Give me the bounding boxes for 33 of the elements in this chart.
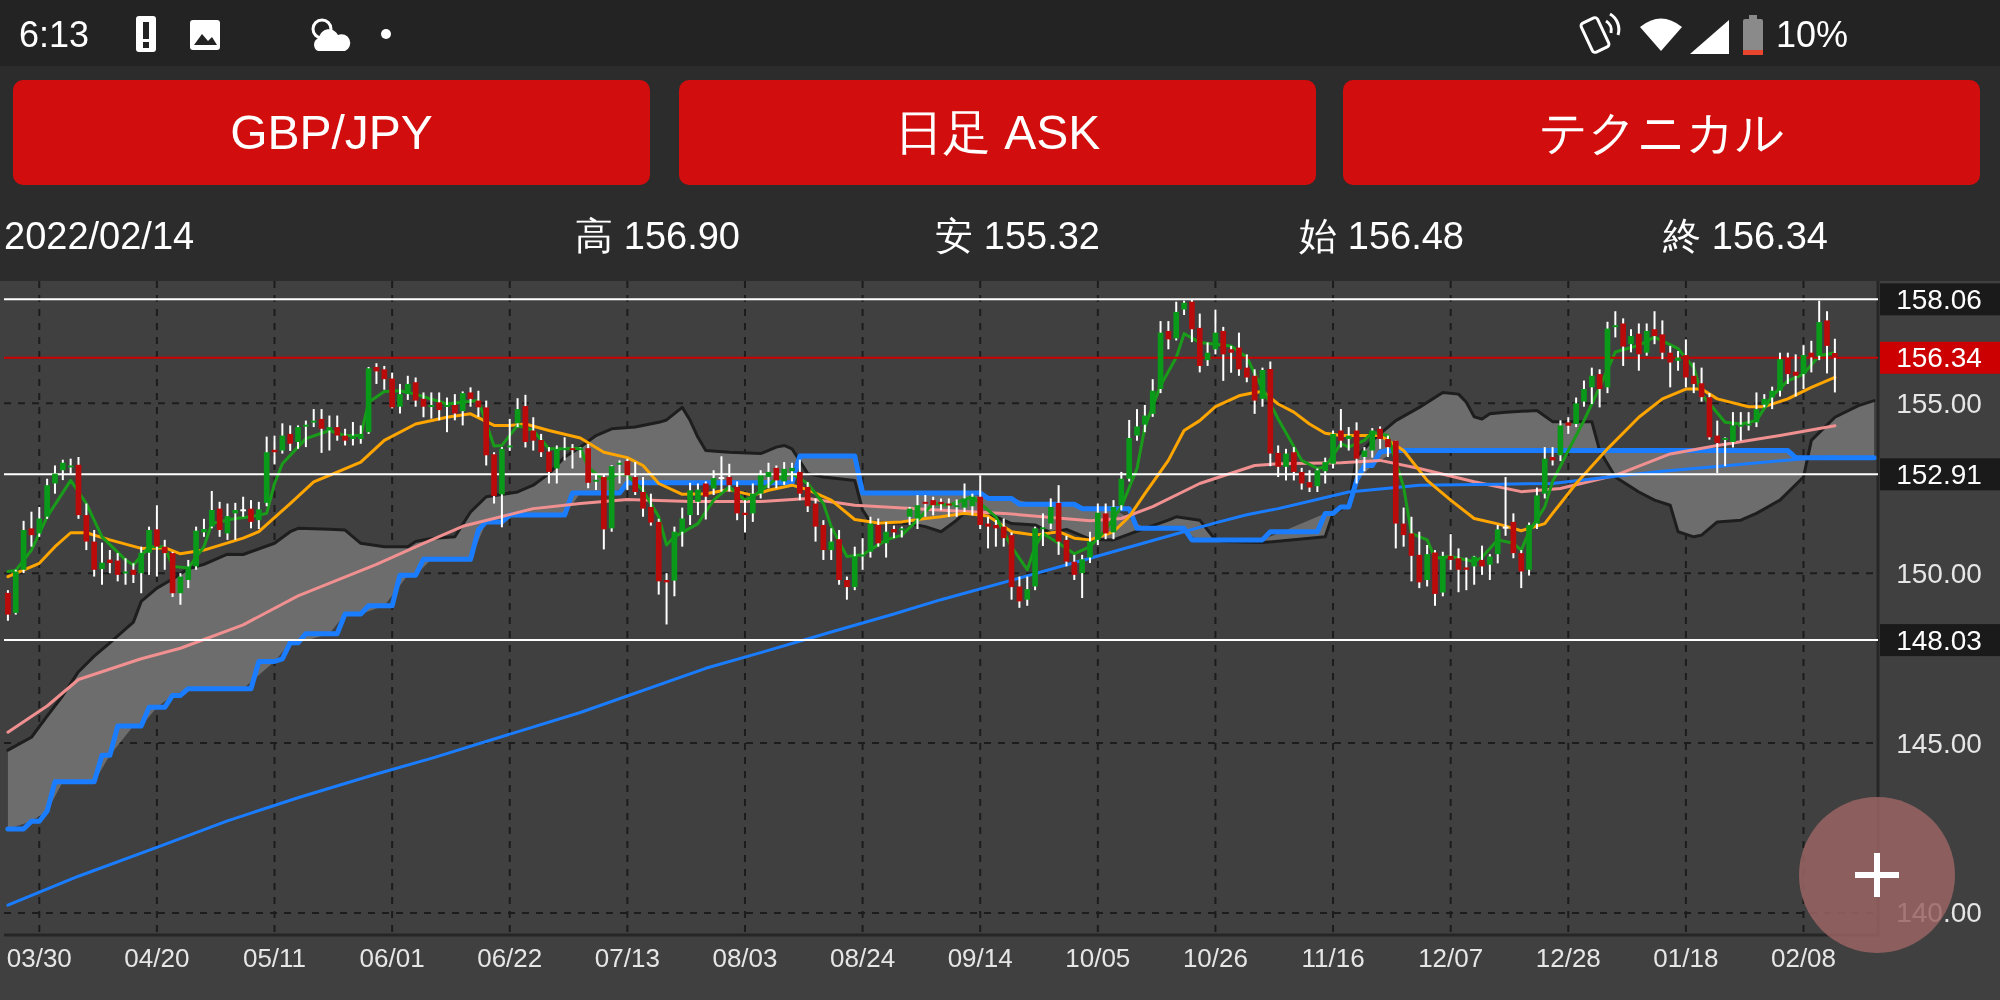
x-tick-label: 05/11	[242, 943, 307, 973]
text: 高 156.90	[575, 215, 740, 257]
x-tick-label: 08/24	[830, 943, 896, 973]
ref-line-label: 158.06	[1896, 283, 1982, 315]
x-tick-label: 01/18	[1653, 943, 1719, 973]
y-tick-label: 150.00	[1896, 557, 1982, 589]
x-tick-label: 02/08	[1770, 943, 1837, 973]
x-tick-label: 10/05	[1065, 943, 1131, 973]
text: 安 155.32	[935, 215, 1100, 257]
button: テクニカル	[1343, 80, 1980, 185]
ref-line-label: 156.34	[1896, 342, 1982, 374]
x-tick-label: 12/28	[1535, 943, 1601, 973]
x-tick-label: 06/22	[477, 943, 543, 973]
ref-line-label: 148.03	[1896, 624, 1982, 656]
y-tick-label: 155.00	[1896, 387, 1982, 419]
x-tick-label: 04/20	[124, 943, 190, 973]
ref-line-label: 152.91	[1896, 458, 1982, 490]
x-tick-label: 07/13	[594, 943, 660, 973]
text: 10%	[1775, 13, 1848, 55]
x-tick-label: 03/30	[6, 943, 72, 973]
x-tick-label: 10/26	[1182, 943, 1248, 973]
text: 6:13	[19, 13, 90, 55]
x-tick-label: 11/16	[1301, 943, 1365, 973]
x-tick-label: 06/01	[359, 943, 425, 973]
button: 日足 ASK	[679, 80, 1316, 185]
button: GBP/JPY	[13, 80, 650, 185]
text: 2022/02/14	[4, 215, 195, 257]
x-tick-label: 12/07	[1418, 943, 1484, 973]
y-tick-label: 145.00	[1896, 727, 1982, 759]
text: 始 156.48	[1299, 215, 1464, 257]
x-tick-label: 08/03	[712, 943, 778, 973]
x-tick-label: 09/14	[947, 943, 1013, 973]
text: 終 156.34	[1662, 215, 1828, 257]
